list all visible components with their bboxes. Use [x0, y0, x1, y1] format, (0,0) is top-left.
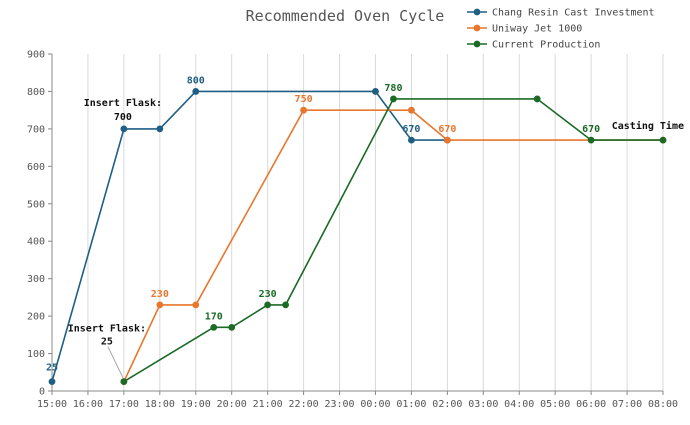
y-tick-label: 700 [27, 124, 45, 135]
annotation-insert-flask-700: Insert Flask: 700 [84, 98, 162, 123]
series-1-data-label: 230 [151, 289, 169, 300]
series-2-point [264, 301, 272, 309]
x-tick-label: 19:00 [181, 399, 211, 410]
annotation-leader-line [107, 346, 124, 378]
x-tick-label: 16:00 [73, 399, 103, 410]
series-0-point [48, 378, 56, 386]
x-tick-label: 03:00 [468, 399, 498, 410]
annotation-casting-time: Casting Time [612, 120, 684, 132]
series-2-data-label: 170 [205, 311, 223, 322]
series-2-point [228, 323, 236, 331]
series-2-data-label: 780 [384, 83, 402, 94]
y-tick-label: 800 [27, 87, 45, 98]
y-tick-label: 300 [27, 274, 45, 285]
series-0-data-label: 670 [402, 124, 420, 135]
x-tick-label: 17:00 [109, 399, 139, 410]
legend-label-1: Uniway Jet 1000 [492, 24, 582, 35]
series-2-point [587, 136, 595, 144]
series-1-point [192, 301, 200, 309]
y-tick-label: 900 [27, 50, 45, 61]
y-tick-label: 500 [27, 199, 45, 210]
x-tick-label: 02:00 [432, 399, 462, 410]
x-tick-label: 23:00 [324, 399, 354, 410]
x-tick-label: 15:00 [37, 399, 67, 410]
x-tick-label: 20:00 [217, 399, 247, 410]
series-2-point [390, 95, 397, 103]
series-2-data-label: 670 [582, 124, 600, 135]
x-tick-label: 08:00 [648, 399, 678, 410]
x-tick-label: 07:00 [612, 399, 642, 410]
legend-marker-2 [473, 40, 481, 48]
grid-lines [87, 54, 664, 391]
legend-label-0: Chang Resin Cast Investment [492, 8, 655, 19]
series-1-data-label: 750 [295, 94, 313, 105]
series-1-point [156, 301, 164, 309]
series-0-point [372, 88, 379, 95]
x-tick-label: 05:00 [540, 399, 570, 410]
x-tick-label: 18:00 [145, 399, 175, 410]
annotation-insert-flask-25: Insert Flask: 25 [68, 324, 146, 348]
x-tick-label: 01:00 [396, 399, 426, 410]
series-0-point [192, 88, 200, 95]
x-tick-label: 06:00 [576, 399, 606, 410]
series-1-point [408, 106, 415, 114]
x-tick-label: 21:00 [253, 399, 283, 410]
series-0-data-label: 25 [46, 363, 58, 374]
y-tick-label: 0 [39, 387, 45, 398]
series-1-data-label: 670 [438, 124, 456, 135]
series-0-point [120, 125, 128, 133]
x-tick-label: 00:00 [360, 399, 390, 410]
axes: 15:00 16:00 17:00 18:00 19:00 20:00 21:00 22:00… [27, 50, 678, 411]
series-0-data-label: 800 [187, 75, 205, 86]
series-2-point [210, 323, 218, 331]
data-labels: 25 800 670 230 750 670 170 230 780 670 [46, 75, 600, 373]
y-tick-label: 200 [27, 312, 45, 323]
x-tick-label: 22:00 [289, 399, 319, 410]
y-tick-label: 100 [27, 349, 45, 360]
legend-marker-0 [473, 8, 481, 16]
y-tick-label: 400 [27, 237, 45, 248]
series-1-point [443, 136, 451, 144]
chart-title: Recommended Oven Cycle [246, 7, 445, 25]
series-2-point [533, 95, 541, 103]
series-0-point [408, 136, 415, 144]
series-layer [48, 88, 667, 386]
series-2-point [659, 136, 667, 144]
legend-marker-1 [473, 24, 481, 32]
annotations: Insert Flask: 700 Insert Flask: 25 Casting T… [68, 98, 684, 378]
x-tick-label: 04:00 [504, 399, 534, 410]
y-tick-label: 600 [27, 162, 45, 173]
series-0-point [156, 125, 164, 133]
series-2-point [120, 378, 128, 386]
series-2-point [282, 301, 290, 309]
series-2-data-label: 230 [259, 289, 277, 300]
legend: Chang Resin Cast Investment Uniway Jet 10… [467, 8, 655, 51]
series-1-point [300, 106, 307, 114]
legend-label-2: Current Production [492, 40, 600, 51]
